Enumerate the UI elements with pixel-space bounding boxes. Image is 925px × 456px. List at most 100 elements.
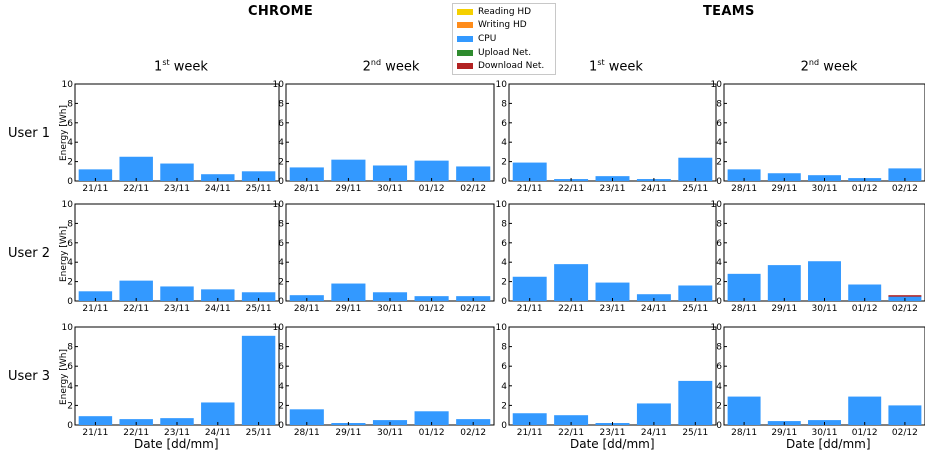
bar-cpu [727, 396, 761, 425]
x-tick-label: 21/11 [82, 184, 108, 194]
y-tick-label: 8 [501, 99, 507, 109]
y-tick-label: 10 [496, 80, 508, 90]
week-title-teams-1: 1st week [589, 58, 643, 75]
y-tick-label: 2 [67, 278, 73, 288]
x-tick-label: 22/11 [558, 184, 584, 194]
x-tick-label: 24/11 [205, 184, 231, 194]
x-tick-label: 29/11 [335, 184, 361, 194]
bar-cpu [289, 409, 324, 425]
bar-cpu [554, 415, 589, 425]
bar-cpu [727, 273, 761, 301]
y-tick-label: 2 [716, 278, 722, 288]
x-tick-label: 24/11 [205, 304, 231, 314]
y-tick-label: 0 [278, 177, 284, 187]
x-tick-label: 02/12 [892, 184, 918, 194]
x-tick-label: 22/11 [123, 428, 149, 438]
bar-cpu [289, 167, 324, 181]
bar-cpu [201, 402, 235, 425]
bar-cpu [808, 261, 841, 301]
x-tick-label: 28/11 [294, 428, 320, 438]
x-tick-label: 23/11 [164, 184, 190, 194]
y-tick-label: 6 [501, 119, 507, 129]
bar-cpu [78, 416, 113, 425]
week-title-chrome-1: 1st week [154, 58, 208, 75]
y-tick-label: 4 [501, 258, 507, 268]
y-tick-label: 6 [278, 362, 284, 372]
user-label-3: User 3 [8, 369, 51, 384]
bar-cpu [767, 173, 801, 181]
y-tick-label: 2 [67, 401, 73, 411]
y-tick-label: 10 [273, 200, 285, 210]
y-tick-label: 6 [716, 119, 722, 129]
x-tick-label: 30/11 [377, 304, 403, 314]
bar-cpu [636, 403, 671, 425]
teams-title: TEAMS [703, 4, 755, 19]
x-tick-label: 21/11 [517, 428, 543, 438]
y-tick-label: 2 [716, 158, 722, 168]
plot-frame [74, 203, 280, 302]
x-tick-label: 30/11 [812, 428, 838, 438]
x-tick-label: 22/11 [123, 184, 149, 194]
x-tick-label: 22/11 [558, 428, 584, 438]
bar-cpu [119, 280, 153, 301]
x-tick-label: 28/11 [731, 304, 757, 314]
y-tick-label: 6 [278, 239, 284, 249]
y-tick-label: 10 [496, 200, 508, 210]
x-tick-label: 24/11 [641, 304, 667, 314]
y-tick-label: 2 [501, 401, 507, 411]
bar-cpu [160, 418, 194, 425]
x-tick-label: 21/11 [517, 304, 543, 314]
bar-cpu [636, 294, 671, 301]
y-tick-label: 0 [716, 421, 722, 431]
x-tick-label: 29/11 [771, 184, 797, 194]
y-tick-label: 6 [501, 362, 507, 372]
x-tick-label: 02/12 [892, 428, 918, 438]
plot-frame [723, 83, 925, 182]
y-tick-label: 8 [67, 99, 73, 109]
legend-label: Writing HD [478, 20, 527, 31]
y-tick-label: 0 [501, 421, 507, 431]
bar-cpu [848, 396, 882, 425]
x-tick-label: 02/12 [460, 428, 486, 438]
x-tick-label: 25/11 [246, 184, 272, 194]
plot-frame [285, 203, 495, 302]
y-tick-label: 2 [716, 401, 722, 411]
x-tick-label: 28/11 [731, 184, 757, 194]
week-title-chrome-2: 2nd week [362, 58, 420, 75]
y-tick-label: 8 [278, 99, 284, 109]
y-tick-label: 8 [716, 219, 722, 229]
user-label-1: User 1 [8, 126, 51, 141]
x-tick-label: 21/11 [517, 184, 543, 194]
legend-item-upload-net: Upload Net. [457, 46, 551, 60]
legend-swatch [457, 63, 473, 70]
x-tick-label: 21/11 [82, 304, 108, 314]
bar-cpu [888, 405, 922, 425]
bar-cpu [160, 163, 194, 181]
y-tick-label: 6 [716, 239, 722, 249]
legend-item-reading-hd: Reading HD [457, 5, 551, 19]
y-tick-label: 10 [62, 323, 74, 333]
bar-cpu [512, 276, 547, 301]
y-tick-label: 4 [278, 258, 284, 268]
y-tick-label: 2 [278, 158, 284, 168]
bar-cpu [241, 335, 276, 425]
x-tick-label: 30/11 [812, 304, 838, 314]
plot-frame [285, 83, 495, 182]
x-tick-label: 30/11 [812, 184, 838, 194]
x-tick-label: 25/11 [682, 428, 708, 438]
y-tick-label: 4 [716, 138, 722, 148]
y-tick-label: 8 [278, 219, 284, 229]
x-tick-label: 28/11 [294, 184, 320, 194]
x-tick-label: 29/11 [771, 428, 797, 438]
bar-cpu [78, 291, 113, 301]
x-tick-label: 23/11 [164, 428, 190, 438]
y-tick-label: 4 [67, 138, 73, 148]
bar-cpu [678, 380, 713, 425]
legend-item-download-net: Download Net. [457, 59, 551, 73]
legend-swatch [457, 35, 473, 42]
chrome-title: CHROME [248, 4, 314, 19]
x-axis-label-teams: Date [dd/mm] [570, 437, 655, 451]
x-tick-label: 24/11 [641, 184, 667, 194]
week-title-teams-2: 2nd week [800, 58, 858, 75]
